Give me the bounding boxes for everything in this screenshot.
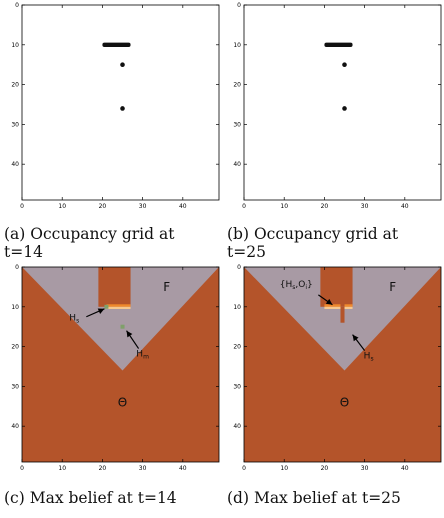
plot-background xyxy=(244,5,441,200)
plot-background xyxy=(22,5,219,200)
annotation-label-0: Hs xyxy=(69,314,79,325)
plot-frame xyxy=(21,266,220,463)
x-tick-label: 30 xyxy=(139,203,147,210)
panel-d-max-belief-t25: F Θ {Hs,Oi} Hs 0 10 20 30 40 0 10 20 30 40 xyxy=(233,264,442,472)
y-tick-label: 10 xyxy=(11,42,19,49)
x-tick-label: 20 xyxy=(321,465,329,472)
caption-d: (d) Max belief at t=25 xyxy=(227,489,401,507)
obstacle-edge-light xyxy=(344,306,353,309)
panel-b-occupancy-grid-t25: 0 10 20 30 40 0 10 20 30 40 xyxy=(233,2,442,210)
y-tick-label: 10 xyxy=(233,42,241,49)
x-tick-label: 30 xyxy=(361,203,369,210)
annotation-arrowhead xyxy=(97,308,105,314)
occluded-region-small xyxy=(340,306,345,323)
annotation-label-0: {Hs,Oi} xyxy=(280,280,313,291)
obstacle-edge xyxy=(106,304,131,307)
occupied-bar xyxy=(102,42,131,47)
y-tick-label: 30 xyxy=(233,121,241,128)
caption-c: (c) Max belief at t=14 xyxy=(4,489,177,507)
occupied-point xyxy=(342,106,347,111)
y-tick-label: 10 xyxy=(11,304,19,311)
theta-label: Θ xyxy=(118,395,127,409)
annotation-arrowhead xyxy=(126,330,133,338)
occluded-region xyxy=(320,267,353,307)
occupied-bar xyxy=(324,42,353,47)
hypothesis-point xyxy=(120,324,125,329)
x-tick-label: 20 xyxy=(99,203,107,210)
x-tick-label: 30 xyxy=(139,465,147,472)
x-tick-label: 0 xyxy=(242,203,246,210)
panel-c-max-belief-t14: F Θ Hs Hm 0 10 20 30 40 0 10 20 30 40 xyxy=(11,264,220,472)
y-tick-label: 0 xyxy=(237,264,241,271)
x-tick-label: 10 xyxy=(280,465,288,472)
annotation-arrowhead xyxy=(352,334,359,342)
y-tick-label: 10 xyxy=(233,304,241,311)
plot-frame xyxy=(243,4,442,201)
y-tick-label: 20 xyxy=(233,82,241,89)
x-tick-label: 40 xyxy=(401,203,409,210)
occupied-point xyxy=(120,106,125,111)
x-tick-label: 0 xyxy=(242,465,246,472)
y-tick-label: 40 xyxy=(11,161,19,168)
obstacle-edge xyxy=(344,304,353,307)
annotation-label-1: Hs xyxy=(364,352,374,363)
occupied-point xyxy=(120,62,125,67)
free-label: F xyxy=(163,280,170,294)
y-tick-label: 20 xyxy=(233,344,241,351)
caption-b: (b) Occupancy grid at t=25 xyxy=(227,225,399,261)
x-tick-label: 0 xyxy=(20,465,24,472)
hypothesis-point xyxy=(104,304,109,309)
x-tick-label: 40 xyxy=(401,465,409,472)
obstacle-edge xyxy=(324,304,341,307)
y-tick-label: 0 xyxy=(237,2,241,9)
occluded-region xyxy=(98,267,131,307)
caption-a: (a) Occupancy grid at t=14 xyxy=(4,225,175,261)
obstacle-edge-light xyxy=(106,306,131,309)
x-tick-label: 40 xyxy=(179,203,187,210)
y-tick-label: 30 xyxy=(11,383,19,390)
obstacle-edge-light xyxy=(324,306,341,309)
theta-label: Θ xyxy=(340,395,349,409)
plot-frame xyxy=(21,4,220,201)
annotation-label-1: Hm xyxy=(136,350,149,361)
y-tick-label: 20 xyxy=(11,344,19,351)
x-tick-label: 20 xyxy=(321,203,329,210)
y-tick-label: 30 xyxy=(233,383,241,390)
y-tick-label: 40 xyxy=(233,161,241,168)
y-tick-label: 0 xyxy=(15,264,19,271)
free-label: F xyxy=(389,280,396,294)
y-tick-label: 40 xyxy=(233,423,241,430)
occupied-point xyxy=(342,62,347,67)
x-tick-label: 30 xyxy=(361,465,369,472)
x-tick-label: 40 xyxy=(179,465,187,472)
panel-a-occupancy-grid-t14: 0 10 20 30 40 0 10 20 30 40 xyxy=(11,2,220,210)
y-tick-label: 30 xyxy=(11,121,19,128)
x-tick-label: 10 xyxy=(58,203,66,210)
x-tick-label: 10 xyxy=(58,465,66,472)
x-tick-label: 0 xyxy=(20,203,24,210)
y-tick-label: 20 xyxy=(11,82,19,89)
x-tick-label: 10 xyxy=(280,203,288,210)
x-tick-label: 20 xyxy=(99,465,107,472)
y-tick-label: 0 xyxy=(15,2,19,9)
annotation-arrowhead xyxy=(325,298,333,305)
plot-frame xyxy=(243,266,442,463)
y-tick-label: 40 xyxy=(11,423,19,430)
free-space-cone xyxy=(22,267,219,371)
